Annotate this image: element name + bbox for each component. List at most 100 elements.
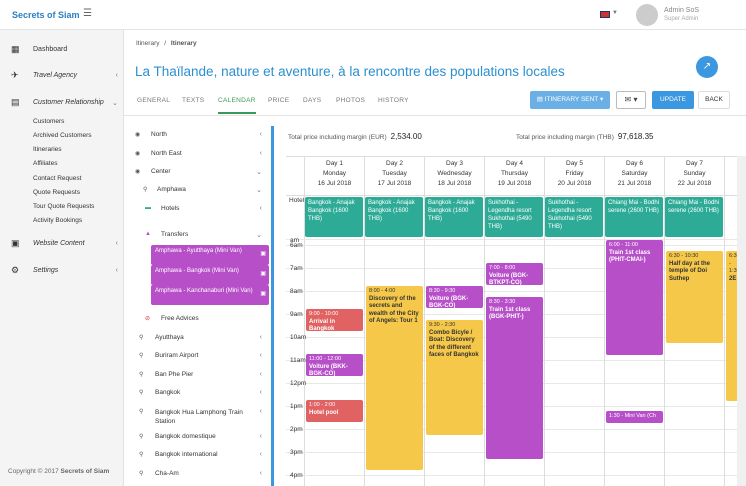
sidebar-sub-affiliates[interactable]: Affiliates [33,160,58,167]
sidebar-item-settings[interactable]: ⚙ Settings ‹ [0,263,124,279]
time-label: 3pm [290,449,303,456]
day-header: Day 3 Wednesday 18 Jul 2018 [424,157,484,195]
calendar-event[interactable]: 8:30 - 3:30 Train 1st class (BGK-PHIT-) [486,297,543,459]
tab-history[interactable]: HISTORY [378,97,409,104]
day-header: Day 2 Tuesday 17 Jul 2018 [364,157,424,195]
transfer-item[interactable]: Amphawa - Bangkok (Mini Van) ▣ [151,265,269,285]
time-label: 12pm [290,380,307,387]
map-pin-icon: ⚲ [139,434,144,440]
top-bar: Secrets of Siam ☰ ▼ Admin SoS Super Admi… [0,0,746,30]
sidebar-item-dashboard[interactable]: ▦ Dashboard [0,42,124,58]
chevron-left-icon: ‹ [259,131,262,138]
globe-icon: ◉ [135,151,141,157]
time-label: 10am [290,334,307,341]
bed-icon: ▬ [145,205,151,211]
calendar-event[interactable]: 11:00 - 12:00 Voiture (BKK-BGK-CO) [306,354,363,376]
sidebar-sub-quote-requests[interactable]: Quote Requests [33,189,80,196]
chevron-left-icon: ‹ [115,267,118,274]
hotel-row [286,195,746,239]
calendar-event[interactable]: 1:30 - Mini Van (Ch [606,411,663,423]
van-icon: ▣ [260,251,266,257]
tab-days[interactable]: DAYS [303,97,322,104]
calendar-event[interactable]: 9:00 - 10:00 Arrival in Bangkok [306,309,363,331]
sidebar-item-label: Settings [33,267,59,274]
map-pin-icon: ⚲ [139,390,144,396]
hotel-event[interactable]: Chiang Mai - Bodhi serene (2600 THB) [665,197,723,237]
map-pin-icon: ⚲ [139,372,144,378]
sidebar: ▦ Dashboard ✈ Travel Agency ‹ ▤ Customer… [0,30,124,486]
tab-texts[interactable]: TEXTS [182,97,205,104]
avatar[interactable] [636,4,658,26]
location-tree: ◉ North ‹ ◉ North East ‹ ◉ Center ⌄ ⚲ Amphawa ⌄ … [124,124,270,486]
external-link-button[interactable]: ↗ [696,56,718,78]
sidebar-sub-contact-request[interactable]: Contact Request [33,175,82,182]
hotel-event[interactable]: Bangkok - Anajak Bangkok (1600 THB) [425,197,483,237]
day-header: Day 6 Saturday 21 Jul 2018 [604,157,664,195]
hotel-event[interactable]: Bangkok - Anajak Bangkok (1600 THB) [305,197,363,237]
calendar-event[interactable]: 8:00 - 4:00 Discovery of the secrets and … [366,286,423,470]
map-pin-icon: ⚲ [139,409,144,415]
hotel-event[interactable]: Sukhothai - Legendha resort Sukhothai (5… [485,197,543,237]
sidebar-item-customer-relationship[interactable]: ▤ Customer Relationship ⌄ [0,95,124,111]
chevron-left-icon: ‹ [259,451,262,458]
chevron-left-icon: ‹ [259,389,262,396]
breadcrumb: Itinerary / Itinerary [136,40,197,47]
email-button[interactable]: ✉ ▾ [616,91,646,109]
sidebar-sub-customers[interactable]: Customers [33,118,65,125]
transfer-item[interactable]: Amphawa - Ayutthaya (Mini Van) ▣ [151,245,269,265]
sidebar-item-label: Customer Relationship [33,99,104,106]
chevron-left-icon: ‹ [115,72,118,79]
sidebar-sub-tour-quote-requests[interactable]: Tour Quote Requests [33,203,95,210]
itinerary-status-button[interactable]: ▤ ITINERARY SENT ▾ [530,91,610,109]
day-header: Day 5 Friday 20 Jul 2018 [544,157,604,195]
flag-icon[interactable] [600,11,610,18]
ban-icon: ⊘ [145,316,151,322]
map-pin-icon: ⚲ [139,452,144,458]
calendar-scrollbar[interactable] [737,156,746,486]
sidebar-item-website-content[interactable]: ▣ Website Content ‹ [0,236,124,252]
chevron-down-icon: ⌄ [256,187,262,194]
tab-general[interactable]: GENERAL [137,97,171,104]
time-label: 1pm [290,403,303,410]
map-pin-icon: ⚲ [139,335,144,341]
sidebar-item-label: Website Content [33,240,85,247]
tab-price[interactable]: PRICE [268,97,290,104]
envelope-icon: ✉ [624,95,632,104]
copyright: Copyright © 2017 Secrets of Siam [8,468,110,475]
transfer-item[interactable]: Amphawa - Kanchanaburi (Mini Van) ▣ [151,285,269,305]
back-button[interactable]: BACK [698,91,730,109]
day-header: Day 7 Sunday 22 Jul 2018 [664,157,724,195]
car-icon: ▲ [145,231,151,237]
sidebar-sub-itineraries[interactable]: Itineraries [33,146,62,153]
globe-icon: ◉ [135,169,141,175]
hotel-event[interactable]: Chiang Mai - Bodhi serene (2600 THB) [605,197,663,237]
panel-divider[interactable] [271,126,274,486]
brand-logo[interactable]: Secrets of Siam [12,10,80,20]
tree-node-bangkok-hua-lamphong[interactable]: ⚲ Bangkok Hua Lamphong Train Station ‹ [139,408,262,425]
hotel-event[interactable]: Bangkok - Anajak Bangkok (1600 THB) [365,197,423,237]
chevron-left-icon: ‹ [259,371,262,378]
calendar-event[interactable]: 7:00 - 8:00 Voiture (BGK-BTKPT-CO) [486,263,543,285]
chevron-down-icon: ⌄ [256,169,262,176]
calendar-event[interactable]: 9:30 - 2:30 Combo Bicyle / Boat: Discover… [426,320,483,435]
tab-calendar[interactable]: CALENDAR [218,97,256,114]
sidebar-item-label: Travel Agency [33,72,77,79]
sidebar-item-travel-agency[interactable]: ✈ Travel Agency ‹ [0,68,124,84]
chevron-down-icon[interactable]: ▼ [612,10,618,16]
window-icon: ▣ [11,238,20,248]
update-button[interactable]: UPDATE [652,91,694,109]
user-name[interactable]: Admin SoS [664,7,700,14]
calendar-event[interactable]: 8:30 - 9:30 Voiture (BGK-BGK-CO) [426,286,483,308]
menu-toggle-icon[interactable]: ☰ [83,8,92,19]
sidebar-sub-activity-bookings[interactable]: Activity Bookings [33,217,83,224]
breadcrumb-root[interactable]: Itinerary [136,40,160,47]
chevron-left-icon: ‹ [259,470,262,477]
sidebar-sub-archived-customers[interactable]: Archived Customers [33,132,92,139]
time-label: 2pm [290,426,303,433]
calendar-event[interactable]: 6:00 - 11:00 Train 1st class (PHIT-CMAI-) [606,240,663,355]
calendar-event[interactable]: 6:30 - 10:30 Half day at the temple of Do… [666,251,723,343]
tab-photos[interactable]: PHOTOS [336,97,366,104]
chevron-left-icon: ‹ [259,433,262,440]
calendar-event[interactable]: 1:00 - 2:00 Hotel pool [306,400,363,422]
hotel-event[interactable]: Sukhothai - Legendha resort Sukhothai (5… [545,197,603,237]
